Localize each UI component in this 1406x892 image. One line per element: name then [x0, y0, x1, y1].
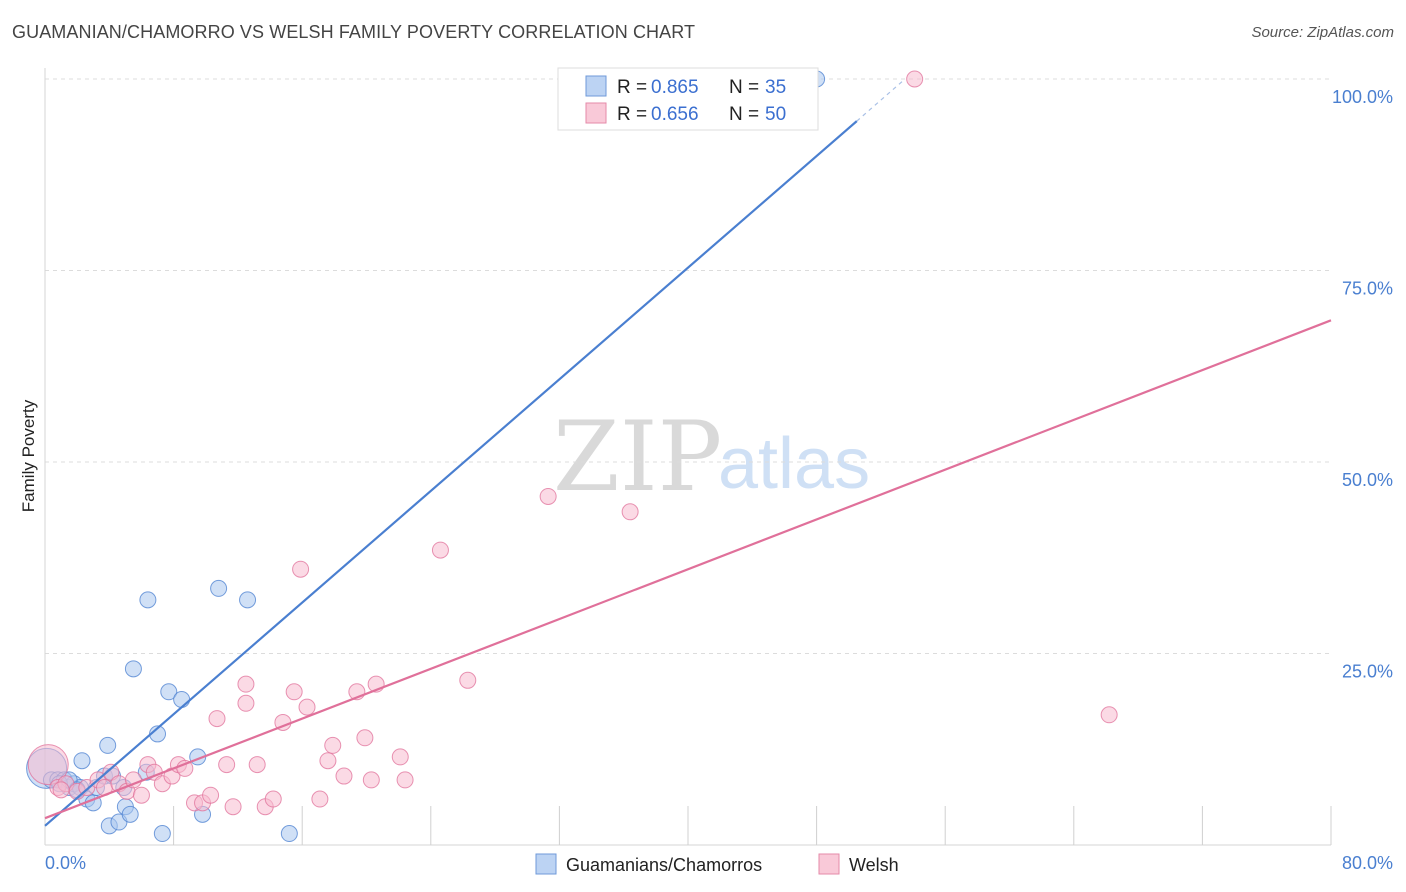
- stats-legend: R = 0.865 N = 35 R = 0.656 N = 50: [557, 67, 819, 131]
- welsh-point: [102, 763, 120, 781]
- welsh-point: [324, 736, 342, 754]
- welsh-point: [396, 771, 414, 789]
- welsh-point: [1100, 706, 1118, 724]
- welsh-point: [906, 70, 924, 88]
- y-tick-label: 50.0%: [1342, 470, 1393, 490]
- guamanian-point: [139, 591, 157, 609]
- bottom-legend-swatch-guamanian: [535, 853, 557, 875]
- y-tick-label: 100.0%: [1332, 87, 1393, 107]
- guamanian-trend-line: [44, 120, 858, 827]
- welsh-point: [298, 698, 316, 716]
- legend-r-value-guamanian: 0.865: [651, 77, 699, 98]
- welsh-point: [335, 767, 353, 785]
- welsh-point: [248, 756, 266, 774]
- welsh-point: [459, 671, 477, 689]
- guamanian-point: [99, 736, 117, 754]
- welsh-point: [176, 759, 194, 777]
- bottom-legend-label-guamanian: Guamanians/Chamorros: [566, 855, 762, 875]
- guamanian-point: [160, 683, 178, 701]
- welsh-point: [52, 781, 70, 799]
- welsh-point: [264, 790, 282, 808]
- legend-r-label-welsh: R =: [617, 104, 647, 125]
- welsh-point: [202, 786, 220, 804]
- guamanian-point: [239, 591, 257, 609]
- watermark-zip: ZIP: [553, 401, 722, 513]
- y-axis-tick-labels: 25.0% 50.0% 75.0% 100.0%: [1332, 87, 1393, 682]
- legend-swatch-guamanian: [585, 75, 607, 97]
- x-tick-label-min: 0.0%: [45, 853, 86, 873]
- chart-title: GUAMANIAN/CHAMORRO VS WELSH FAMILY POVER…: [12, 22, 696, 42]
- series-legend: Guamanians/Chamorros Welsh: [535, 853, 899, 875]
- welsh-point: [431, 541, 449, 559]
- welsh-trend-line: [44, 319, 1332, 820]
- guamanian-trend-line-extension: [856, 78, 906, 122]
- bottom-legend-label-welsh: Welsh: [849, 855, 899, 875]
- guamanian-point: [210, 579, 228, 597]
- welsh-point: [391, 748, 409, 766]
- trend-lines: [44, 78, 1332, 827]
- guamanian-point: [173, 690, 191, 708]
- welsh-point: [224, 798, 242, 816]
- welsh-point: [356, 729, 374, 747]
- guamanian-point: [73, 752, 91, 770]
- watermark-atlas: atlas: [718, 424, 870, 504]
- welsh-point: [285, 683, 303, 701]
- guamanian-point: [280, 825, 298, 843]
- welsh-point: [362, 771, 380, 789]
- welsh-point: [319, 752, 337, 770]
- legend-n-value-welsh: 50: [765, 104, 786, 125]
- welsh-point: [208, 710, 226, 728]
- welsh-point: [218, 756, 236, 774]
- bottom-legend-swatch-welsh: [818, 853, 840, 875]
- y-tick-label: 75.0%: [1342, 279, 1393, 299]
- legend-n-label-guamanian: N =: [729, 77, 759, 98]
- guamanian-point: [121, 805, 139, 823]
- y-axis-label: Family Poverty: [19, 399, 38, 512]
- source-label: Source: ZipAtlas.com: [1251, 24, 1394, 41]
- x-axis-ticks: [173, 806, 1332, 845]
- guamanian-point: [153, 825, 171, 843]
- welsh-point: [621, 503, 639, 521]
- legend-r-label-guamanian: R =: [617, 77, 647, 98]
- legend-swatch-welsh: [585, 102, 607, 124]
- legend-n-value-guamanian: 35: [765, 77, 786, 98]
- legend-n-label-welsh: N =: [729, 104, 759, 125]
- guamanian-point: [124, 660, 142, 678]
- welsh-point: [132, 786, 150, 804]
- welsh-point: [237, 694, 255, 712]
- welsh-point: [237, 675, 255, 693]
- x-tick-label-max: 80.0%: [1342, 853, 1393, 873]
- grid-lines: [45, 78, 1331, 654]
- welsh-point: [311, 790, 329, 808]
- welsh-point: [27, 744, 69, 786]
- legend-r-value-welsh: 0.656: [651, 104, 699, 125]
- welsh-point: [292, 560, 310, 578]
- welsh-point: [539, 487, 557, 505]
- y-tick-label: 25.0%: [1342, 662, 1393, 682]
